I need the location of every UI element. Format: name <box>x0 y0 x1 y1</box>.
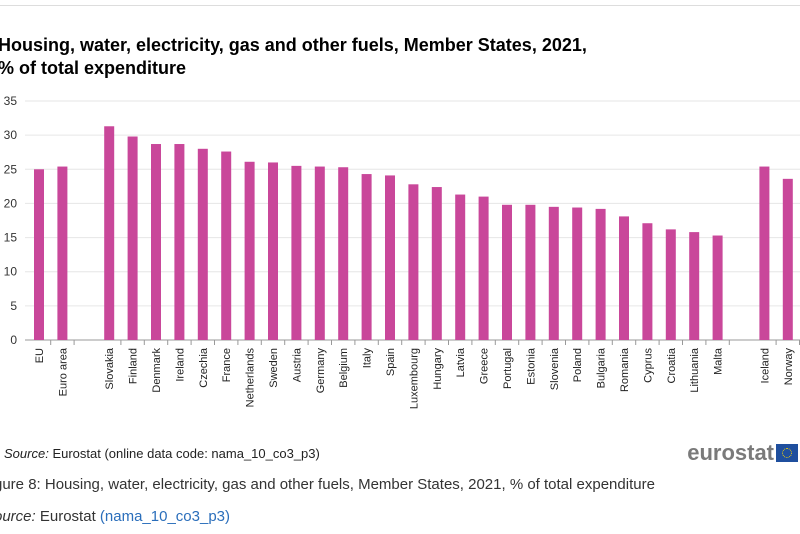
x-tick-label: Ireland <box>174 348 186 382</box>
x-tick-label: Iceland <box>759 348 771 383</box>
bar <box>34 169 44 340</box>
source2-text: Eurostat <box>39 508 100 525</box>
bar <box>361 174 372 340</box>
bar <box>689 232 700 340</box>
x-tick-label: Italy <box>362 348 374 369</box>
x-tick-label: Cyprus <box>642 348 654 383</box>
bar <box>525 204 536 340</box>
data-code-link[interactable]: (nama_10_co3_p3) <box>99 508 230 525</box>
x-tick-label: Lithuania <box>689 347 701 393</box>
x-tick-label: France <box>221 348 233 382</box>
chart-source: Source: Eurostat (online data code: nama… <box>4 446 320 461</box>
x-tick-label: Norway <box>783 348 795 386</box>
bar <box>104 126 115 340</box>
bar <box>127 136 138 340</box>
x-tick-label: EU <box>34 348 46 363</box>
y-tick-label: 5 <box>10 299 17 313</box>
eu-flag-icon <box>776 444 798 462</box>
eurostat-logo: eurostat <box>687 440 798 466</box>
x-tick-label: Malta <box>713 347 725 375</box>
x-tick-label: Spain <box>385 348 397 376</box>
x-tick-label: Greece <box>479 348 491 384</box>
x-tick-label: Croatia <box>666 347 678 383</box>
bar <box>338 167 349 340</box>
bar <box>572 207 583 340</box>
x-tick-label: Euro area <box>57 347 69 396</box>
x-tick-label: Bulgaria <box>596 347 608 388</box>
bar <box>642 223 653 340</box>
bar <box>478 196 489 340</box>
x-tick-label: Romania <box>619 347 631 392</box>
bar <box>314 166 325 340</box>
bar <box>431 187 442 340</box>
bar <box>782 178 793 340</box>
bar <box>548 206 559 340</box>
bar <box>455 194 466 340</box>
x-tick-label: Hungary <box>432 348 444 390</box>
chart-title: Housing, water, electricity, gas and oth… <box>0 34 587 80</box>
bar <box>408 184 419 340</box>
x-tick-label: Germany <box>315 348 327 394</box>
x-tick-label: Netherlands <box>245 348 257 408</box>
bar <box>595 208 606 340</box>
bar <box>385 175 395 340</box>
bar <box>244 161 255 340</box>
y-tick-label: 10 <box>4 265 18 279</box>
x-tick-label: Luxembourg <box>408 348 420 409</box>
x-tick-label: Slovenia <box>549 347 561 390</box>
bar <box>759 166 770 340</box>
x-tick-label: Estonia <box>525 347 537 385</box>
x-tick-label: Portugal <box>502 348 514 389</box>
x-tick-label: Denmark <box>151 348 163 393</box>
bar-chart: 0 5 10 15 20 25 30 35 EU Euro area Slovakia Finland… <box>4 94 800 409</box>
bar <box>221 151 232 340</box>
y-tick-label: 30 <box>4 128 18 142</box>
source2-label: ource: <box>0 508 36 525</box>
bar <box>712 235 723 340</box>
y-tick-label: 0 <box>10 333 17 347</box>
divider <box>0 5 800 6</box>
logo-text: eurostat <box>687 440 774 465</box>
bar <box>268 162 278 340</box>
figure-source: ource: Eurostat (nama_10_co3_p3) <box>0 508 230 525</box>
x-tick-label: Belgium <box>338 348 350 388</box>
y-tick-label: 15 <box>4 231 18 245</box>
bar <box>151 144 161 340</box>
y-tick-label: 25 <box>4 162 18 176</box>
bar <box>619 216 629 340</box>
x-tick-label: Slovakia <box>104 347 116 389</box>
bar <box>291 165 302 340</box>
x-tick-label: Latvia <box>455 347 467 377</box>
source-text: Eurostat (online data code: nama_10_co3_… <box>52 446 320 461</box>
bar <box>197 148 208 340</box>
title-line: Housing, water, electricity, gas and oth… <box>0 35 587 55</box>
bar <box>57 166 68 340</box>
y-tick-label: 35 <box>4 94 18 108</box>
figure-caption: gure 8: Housing, water, electricity, gas… <box>0 476 655 493</box>
x-tick-label: Czechia <box>198 347 210 388</box>
y-tick-label: 20 <box>4 196 18 210</box>
x-tick-label: Sweden <box>268 348 280 388</box>
bar <box>502 204 512 340</box>
x-tick-label: Poland <box>572 348 584 382</box>
bar <box>665 229 676 340</box>
bar <box>174 144 185 340</box>
x-tick-label: Finland <box>128 348 140 384</box>
subtitle-line: % of total expenditure <box>0 58 187 78</box>
x-tick-label: Austria <box>291 347 303 382</box>
source-label: Source: <box>4 446 49 461</box>
